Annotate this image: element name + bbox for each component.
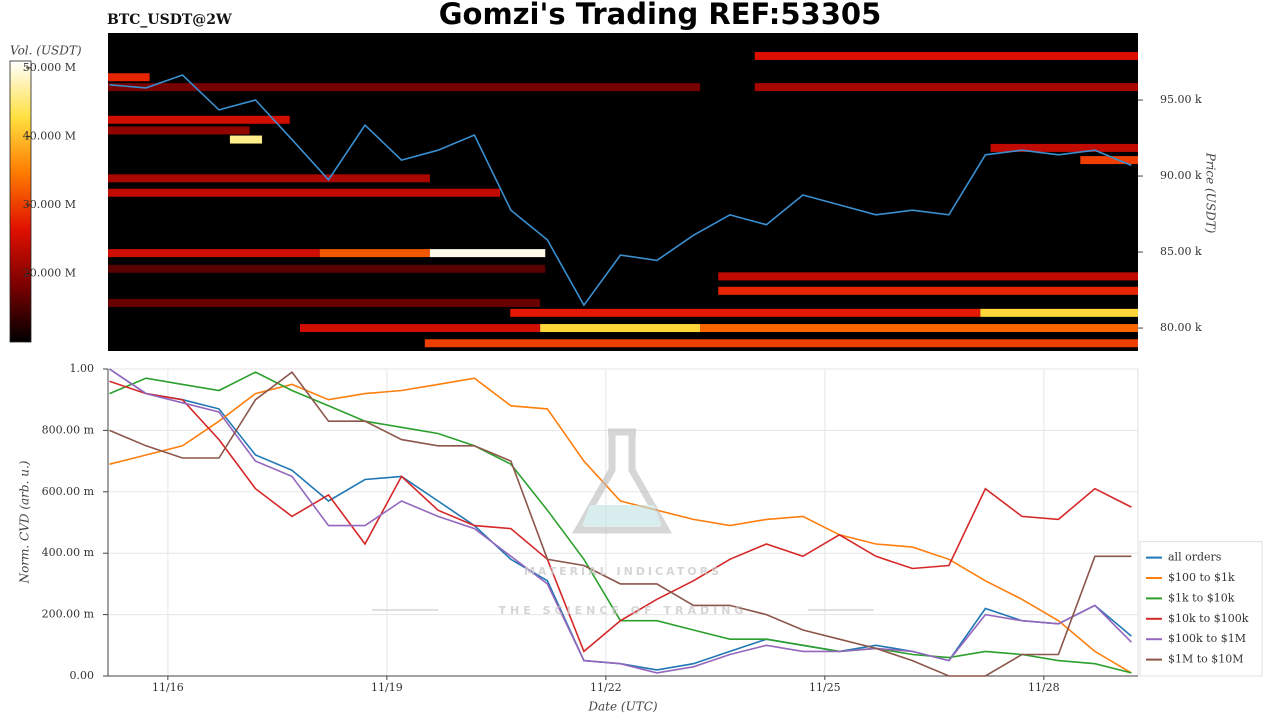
x-tick-label: 11/19 bbox=[371, 681, 403, 694]
colorbar bbox=[9, 60, 32, 343]
cvd-line bbox=[109, 370, 1132, 677]
cvd-layer: 11/16 11/19 11/22 11/25 11/28 0.00 200.00 m 400… bbox=[18, 362, 1263, 714]
colorbar-tick-label: 50.000 M bbox=[23, 61, 76, 74]
y-tick-label: 200.00 m bbox=[42, 608, 95, 621]
heatmap-cell bbox=[540, 324, 701, 333]
heatmap-cell bbox=[108, 115, 290, 124]
heatmap-cell bbox=[108, 264, 546, 273]
x-tick-label: 11/28 bbox=[1028, 681, 1060, 694]
legend-label: $100k to $1M bbox=[1168, 632, 1246, 645]
heatmap-cell bbox=[718, 286, 1138, 295]
heatmap-cell bbox=[700, 324, 1138, 333]
heatmap-cell bbox=[108, 249, 320, 258]
heatmap-cell bbox=[299, 324, 541, 333]
y-tick-label: 0.00 bbox=[70, 669, 95, 682]
legend-label: $10k to $100k bbox=[1168, 612, 1249, 625]
cvd-line bbox=[109, 380, 1132, 653]
heatmap-cell bbox=[754, 51, 1138, 60]
y-tick-label: 600.00 m bbox=[42, 485, 95, 498]
flask-icon bbox=[571, 428, 673, 534]
flask-liquid bbox=[582, 505, 662, 526]
watermark bbox=[372, 428, 874, 611]
legend-label: $1k to $10k bbox=[1168, 591, 1235, 604]
chart-title: Gomzi's Trading REF:53305 bbox=[439, 0, 882, 31]
colorbar-tick-label: 20.000 M bbox=[23, 266, 76, 279]
heatmap-cell bbox=[108, 83, 701, 92]
heatmap-cell bbox=[980, 308, 1138, 317]
colorbar-tick-label: 40.000 M bbox=[23, 129, 76, 142]
y-tick-label: 80.00 k bbox=[1160, 321, 1202, 334]
x-tick-label: 11/16 bbox=[152, 681, 184, 694]
symbol-label: BTC_USDT@2W bbox=[107, 12, 232, 28]
heatmap-cell bbox=[990, 143, 1138, 152]
y-tick-label: 85.00 k bbox=[1160, 245, 1202, 258]
y-axis-label: Price (USDT) bbox=[1204, 152, 1218, 234]
heatmap-cell bbox=[424, 339, 1138, 348]
heatmap-cell bbox=[510, 308, 981, 317]
heatmap-cell bbox=[718, 272, 1138, 281]
y-tick-label: 800.00 m bbox=[42, 423, 95, 436]
heatmap-cell bbox=[229, 135, 263, 144]
colorbar-label: Vol. (USDT) bbox=[10, 44, 82, 58]
colorbar-tick-label: 30.000 M bbox=[23, 198, 76, 211]
legend-label: $100 to $1k bbox=[1168, 571, 1235, 584]
heatmap-cell bbox=[319, 249, 430, 258]
y-axis-label: Norm. CVD (arb. u.) bbox=[18, 460, 32, 584]
heatmap-cell bbox=[108, 188, 500, 197]
price-line bbox=[109, 74, 1132, 307]
cvd-line bbox=[109, 368, 1132, 674]
y-tick-label: 1.00 bbox=[70, 362, 95, 375]
cvd-line bbox=[109, 377, 1132, 674]
heatmap-cell bbox=[108, 73, 150, 82]
x-tick-label: 11/25 bbox=[809, 681, 841, 694]
legend-label: all orders bbox=[1168, 551, 1222, 564]
y-tick-label: 90.00 k bbox=[1160, 169, 1202, 182]
heatmap-cell bbox=[108, 126, 250, 135]
legend-box bbox=[1139, 541, 1263, 677]
heatmap-layer: 80.00 k 85.00 k 90.00 k 95.00 k Price (USDT)… bbox=[9, 44, 1218, 348]
heatmap-cell bbox=[429, 249, 546, 258]
heatmap-cell bbox=[108, 174, 430, 183]
heatmap-cell bbox=[754, 83, 1138, 92]
y-tick-label: 95.00 k bbox=[1160, 93, 1202, 106]
heatmap-cell bbox=[108, 298, 541, 307]
x-tick-label: 11/22 bbox=[590, 681, 622, 694]
y-tick-label: 400.00 m bbox=[42, 546, 95, 559]
heatmap-cell bbox=[1080, 156, 1138, 165]
x-axis-label: Date (UTC) bbox=[587, 700, 657, 714]
watermark-name: MATERIAL INDICATORS bbox=[524, 565, 722, 578]
legend-label: $1M to $10M bbox=[1168, 653, 1244, 666]
watermark-tagline: THE SCIENCE OF TRADING bbox=[499, 604, 748, 617]
